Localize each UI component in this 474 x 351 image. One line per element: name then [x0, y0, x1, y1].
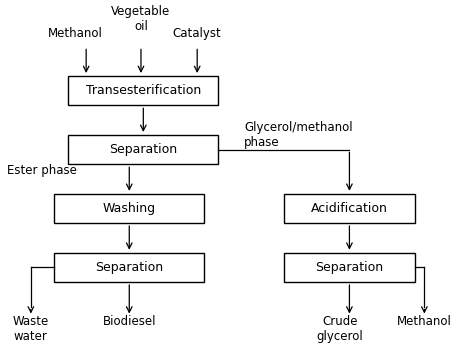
Bar: [55, 194, 204, 223]
Text: Vegetable
oil: Vegetable oil: [111, 5, 171, 33]
Bar: [284, 253, 415, 282]
Text: Biodiesel: Biodiesel: [102, 315, 156, 328]
Text: Separation: Separation: [315, 261, 383, 274]
Text: Crude
glycerol: Crude glycerol: [317, 315, 364, 343]
Bar: [55, 253, 204, 282]
Text: Methanol: Methanol: [48, 27, 103, 40]
Text: Ester phase: Ester phase: [8, 164, 77, 177]
Text: Acidification: Acidification: [311, 202, 388, 215]
Bar: [68, 76, 218, 105]
Bar: [284, 194, 415, 223]
Text: Washing: Washing: [103, 202, 156, 215]
Text: Glycerol/methanol
phase: Glycerol/methanol phase: [244, 121, 353, 149]
Text: Separation: Separation: [109, 143, 177, 156]
Text: Separation: Separation: [95, 261, 164, 274]
Text: Waste
water: Waste water: [13, 315, 49, 343]
Text: Catalyst: Catalyst: [173, 27, 221, 40]
Text: Methanol: Methanol: [397, 315, 452, 328]
Text: Transesterification: Transesterification: [86, 84, 201, 97]
Bar: [68, 135, 218, 164]
